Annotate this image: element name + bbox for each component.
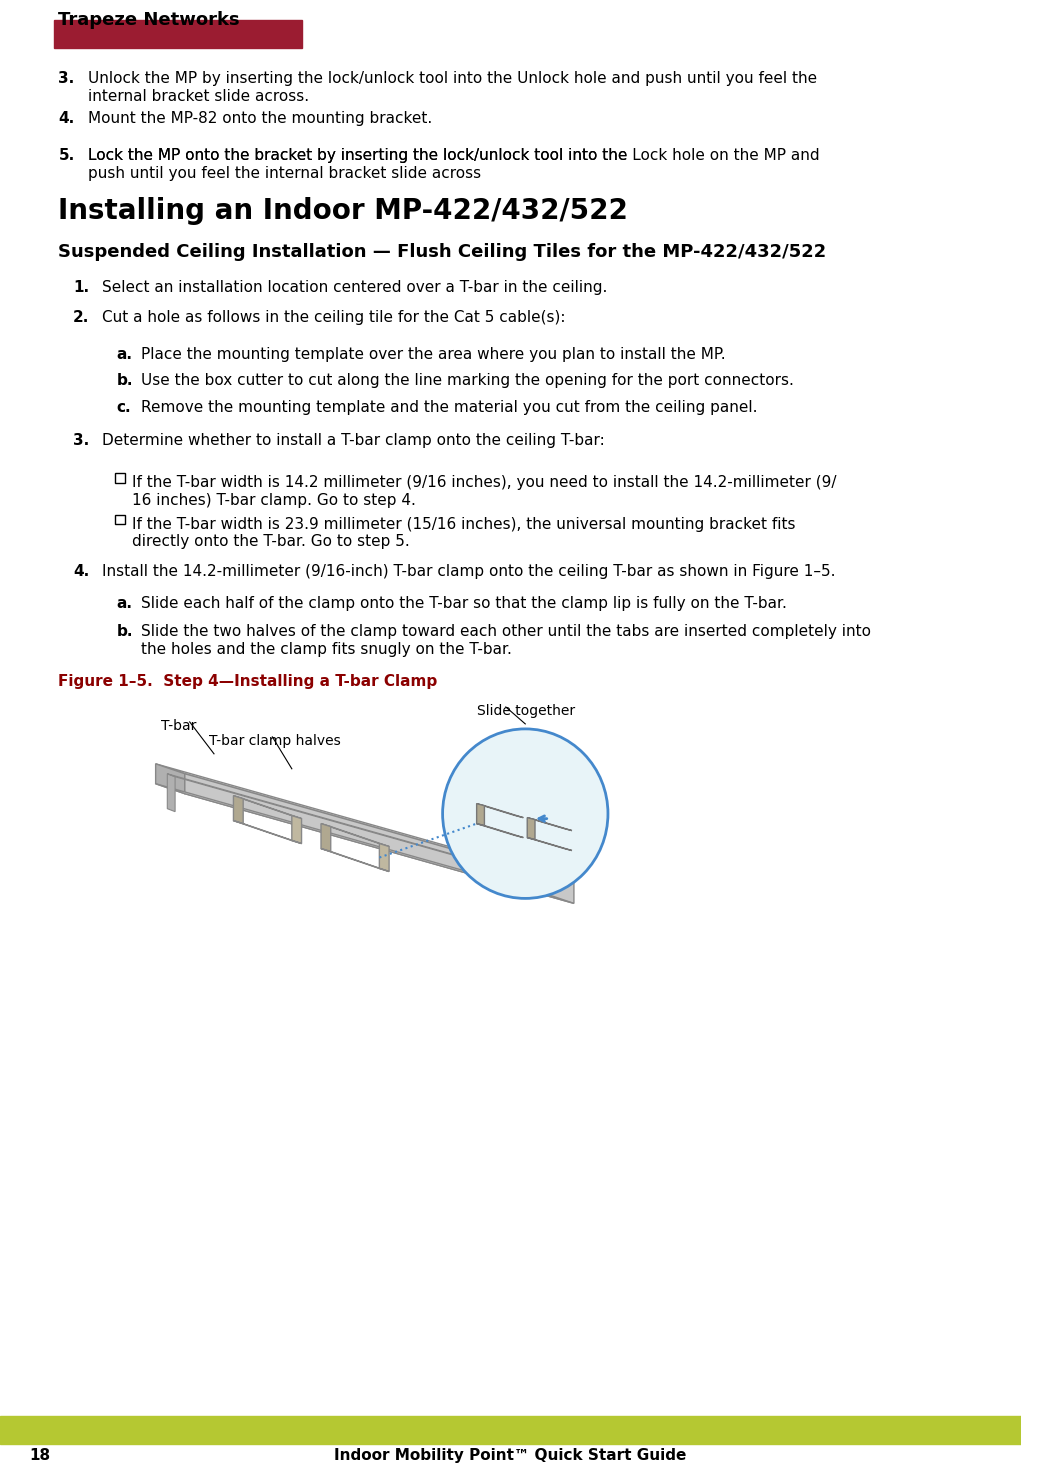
Polygon shape	[477, 824, 523, 837]
Polygon shape	[379, 843, 390, 871]
Text: Lock the MP onto the bracket by inserting the lock/unlock tool into the: Lock the MP onto the bracket by insertin…	[87, 148, 632, 163]
Bar	[114, 472, 125, 482]
Polygon shape	[155, 784, 574, 903]
Polygon shape	[477, 803, 523, 818]
Text: Suspended Ceiling Installation — Flush Ceiling Tiles for the MP-422/432/522: Suspended Ceiling Installation — Flush C…	[59, 243, 826, 261]
Text: T-bar clamp halves: T-bar clamp halves	[209, 734, 341, 748]
Polygon shape	[527, 818, 572, 831]
Bar	[0, 1416, 1022, 1444]
Text: Slide each half of the clamp onto the T-bar so that the clamp lip is fully on th: Slide each half of the clamp onto the T-…	[141, 597, 786, 611]
Polygon shape	[233, 796, 244, 824]
Polygon shape	[527, 837, 572, 850]
Polygon shape	[321, 849, 390, 871]
Text: T-bar: T-bar	[161, 718, 196, 733]
Text: Installing an Indoor MP-422/432/522: Installing an Indoor MP-422/432/522	[59, 198, 628, 226]
Text: directly onto the T-bar. Go to step 5.: directly onto the T-bar. Go to step 5.	[132, 535, 411, 550]
Text: If the T-bar width is 23.9 millimeter (15/16 inches), the universal mounting bra: If the T-bar width is 23.9 millimeter (1…	[132, 516, 796, 532]
Text: internal bracket slide across.: internal bracket slide across.	[87, 89, 309, 104]
Text: Remove the mounting template and the material you cut from the ceiling panel.: Remove the mounting template and the mat…	[141, 400, 757, 415]
Text: c.: c.	[117, 400, 131, 415]
Text: a.: a.	[117, 597, 132, 611]
Text: 4.: 4.	[59, 110, 75, 126]
Text: 1.: 1.	[72, 280, 89, 295]
Polygon shape	[155, 764, 574, 884]
Text: If the T-bar width is 14.2 millimeter (9/16 inches), you need to install the 14.: If the T-bar width is 14.2 millimeter (9…	[132, 475, 837, 490]
Text: Slide together: Slide together	[477, 704, 574, 718]
Text: push until you feel the internal bracket slide across: push until you feel the internal bracket…	[87, 166, 481, 180]
Text: Cut a hole as follows in the ceiling tile for the Cat 5 cable(s):: Cut a hole as follows in the ceiling til…	[102, 311, 566, 325]
Text: Slide the two halves of the clamp toward each other until the tabs are inserted : Slide the two halves of the clamp toward…	[141, 625, 872, 639]
Text: Lock the MP onto the bracket by inserting the lock/unlock tool into the Lock hol: Lock the MP onto the bracket by insertin…	[87, 148, 819, 163]
Text: Place the mounting template over the area where you plan to install the MP.: Place the mounting template over the are…	[141, 347, 726, 362]
Text: 16 inches) T-bar clamp. Go to step 4.: 16 inches) T-bar clamp. Go to step 4.	[132, 493, 416, 507]
Polygon shape	[527, 818, 536, 840]
Text: Figure 1–5.  Step 4—Installing a T-bar Clamp: Figure 1–5. Step 4—Installing a T-bar Cl…	[59, 674, 438, 689]
Text: Select an installation location centered over a T-bar in the ceiling.: Select an installation location centered…	[102, 280, 608, 295]
Polygon shape	[233, 821, 301, 843]
Text: Mount the MP-82 onto the mounting bracket.: Mount the MP-82 onto the mounting bracke…	[87, 110, 432, 126]
Text: Determine whether to install a T-bar clamp onto the ceiling T-bar:: Determine whether to install a T-bar cla…	[102, 432, 605, 447]
Text: 18: 18	[29, 1448, 50, 1463]
Text: 3.: 3.	[72, 432, 89, 447]
Polygon shape	[155, 764, 185, 793]
Polygon shape	[167, 774, 175, 812]
Text: the holes and the clamp fits snugly on the T-bar.: the holes and the clamp fits snugly on t…	[141, 642, 512, 657]
Polygon shape	[167, 774, 564, 887]
Text: b.: b.	[117, 625, 133, 639]
Bar	[54, 21, 301, 48]
Text: 4.: 4.	[72, 564, 89, 579]
Polygon shape	[233, 796, 301, 818]
Bar	[114, 515, 125, 525]
Text: Trapeze Networks: Trapeze Networks	[59, 10, 240, 29]
Text: Indoor Mobility Point™ Quick Start Guide: Indoor Mobility Point™ Quick Start Guide	[335, 1448, 687, 1463]
Circle shape	[443, 729, 608, 899]
Text: a.: a.	[117, 347, 132, 362]
Text: 2.: 2.	[72, 311, 89, 325]
Polygon shape	[321, 824, 390, 846]
Text: Unlock the MP by inserting the lock/unlock tool into the Unlock hole and push un: Unlock the MP by inserting the lock/unlo…	[87, 70, 817, 86]
Text: 5.: 5.	[59, 148, 75, 163]
Polygon shape	[477, 803, 484, 825]
Polygon shape	[292, 815, 301, 843]
Polygon shape	[321, 824, 331, 852]
Polygon shape	[185, 774, 574, 903]
Text: b.: b.	[117, 372, 133, 388]
Text: Use the box cutter to cut along the line marking the opening for the port connec: Use the box cutter to cut along the line…	[141, 372, 794, 388]
Text: 3.: 3.	[59, 70, 75, 86]
Text: Install the 14.2-millimeter (9/16-inch) T-bar clamp onto the ceiling T-bar as sh: Install the 14.2-millimeter (9/16-inch) …	[102, 564, 836, 579]
